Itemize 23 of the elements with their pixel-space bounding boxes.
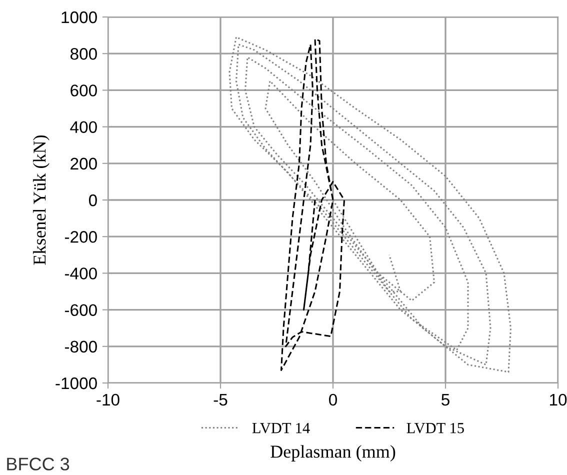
x-tick-label: -5 (214, 394, 228, 406)
x-tick-label: 10 (550, 394, 567, 406)
y-tick-label: 400 (70, 121, 97, 134)
y-axis-title: Eksenel Yük (kN) (33, 135, 50, 265)
x-axis-title: Deplasman (mm) (270, 445, 396, 462)
x-tick-label: -10 (96, 394, 120, 406)
line-series (228, 36, 512, 373)
y-tick-label: 800 (70, 48, 97, 60)
x-tick-label: 5 (442, 394, 450, 406)
legend-label: LVDT 14 (252, 422, 310, 434)
y-tick-label: 200 (70, 158, 97, 170)
y-tick-label: 1000 (62, 11, 97, 24)
y-tick-label: -400 (64, 268, 97, 280)
y-tick-label: -800 (64, 340, 97, 353)
line-series (280, 38, 346, 371)
legend-label: LVDT 15 (406, 422, 464, 434)
y-tick-label: 0 (88, 194, 97, 206)
y-tick-label: -600 (64, 304, 97, 316)
y-tick-label: 600 (70, 84, 97, 96)
text: BFCC 3 (7, 458, 70, 470)
y-tick-label: -1000 (56, 377, 97, 390)
x-tick-label: 0 (329, 394, 337, 406)
y-tick-label: -200 (64, 231, 97, 243)
